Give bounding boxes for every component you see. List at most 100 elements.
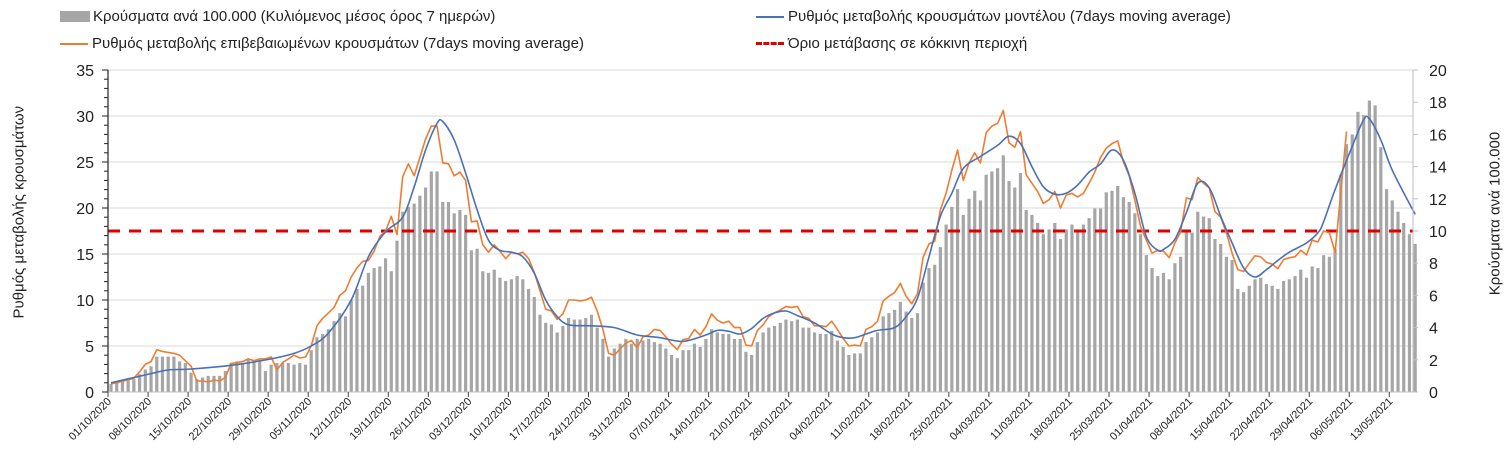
bar [1093,208,1097,392]
bar [830,330,834,392]
bar [595,327,599,392]
bar [120,380,125,392]
bar [275,363,279,392]
bar [853,353,857,392]
bar [504,280,508,392]
bar [1322,255,1326,392]
bar [286,363,290,392]
bar [618,343,622,392]
bar [1367,100,1371,392]
bar [1253,279,1257,392]
bar [778,322,782,392]
x-tick-label: 29/10/2020 [227,396,274,443]
x-tick-label: 12/11/2020 [308,396,355,443]
bar [790,321,794,392]
bar [950,206,954,392]
bar [944,224,948,392]
y-tick-label-left: 20 [76,201,94,218]
bar [1207,218,1211,392]
bar [772,325,777,392]
bar [933,264,937,392]
bar [418,195,422,392]
bar [1333,248,1337,392]
bar [458,210,462,392]
bar [927,268,931,392]
bar [263,371,268,392]
confirmed-rate-line [110,109,1348,385]
bar [1058,239,1063,392]
bar [498,277,502,392]
bar [990,171,994,392]
bar [750,354,754,392]
bar [355,288,359,392]
bar [1247,285,1251,392]
bar [847,354,851,392]
bar [572,319,576,392]
y-tick-label-right: 2 [1429,353,1438,370]
bar [812,332,817,392]
bar [1241,292,1246,392]
bar [864,342,868,392]
bar [298,363,302,392]
bar [1047,229,1051,392]
bar [818,334,822,392]
bar [744,351,748,392]
bar [229,363,233,392]
bar [281,363,285,392]
bar [1344,144,1349,392]
bar [1156,276,1160,392]
bar [961,214,965,392]
bar [578,319,582,392]
bar [1070,224,1074,392]
bar [515,276,519,392]
bar [138,374,142,392]
bar [1259,277,1263,392]
bar [115,382,119,392]
bar [624,338,628,392]
bar [366,272,370,392]
bar [1190,232,1194,392]
bar [1270,285,1274,392]
x-tick-label: 05/11/2020 [267,396,314,443]
bar [635,338,639,392]
bar [160,356,165,392]
bar [1350,134,1354,392]
bar [240,363,245,392]
bar [309,350,313,392]
bar [732,338,737,392]
bar [801,327,805,392]
y-tick-label-left: 35 [76,63,94,80]
bar [1287,279,1291,392]
bar [1184,229,1188,392]
bar [698,346,702,392]
bar [492,269,496,392]
x-tick-label: 04/02/2021 [787,396,834,443]
bar [401,211,405,392]
bar [292,364,296,392]
bar [858,353,862,392]
bar [1179,256,1183,392]
bar [1407,234,1412,392]
y-tick-label-right: 18 [1429,95,1447,112]
bar [372,268,376,392]
bar [1224,256,1228,392]
y-tick-label-left: 5 [85,339,94,356]
y-tick-label-right: 16 [1429,127,1447,144]
bar [612,348,616,392]
bar [647,338,651,392]
bar [218,375,222,392]
bar [246,359,250,392]
bar [898,301,902,392]
bar [509,279,513,392]
bar [835,340,840,392]
bar [767,327,771,392]
y-tick-label-left: 30 [76,109,94,126]
y-tick-label-right: 20 [1429,63,1447,80]
bar [681,350,685,392]
bar [143,369,147,392]
bar [109,383,113,392]
bar [738,338,742,392]
x-tick-label: 04/03/2021 [948,396,995,443]
bar [1116,185,1120,392]
bar [166,356,170,392]
